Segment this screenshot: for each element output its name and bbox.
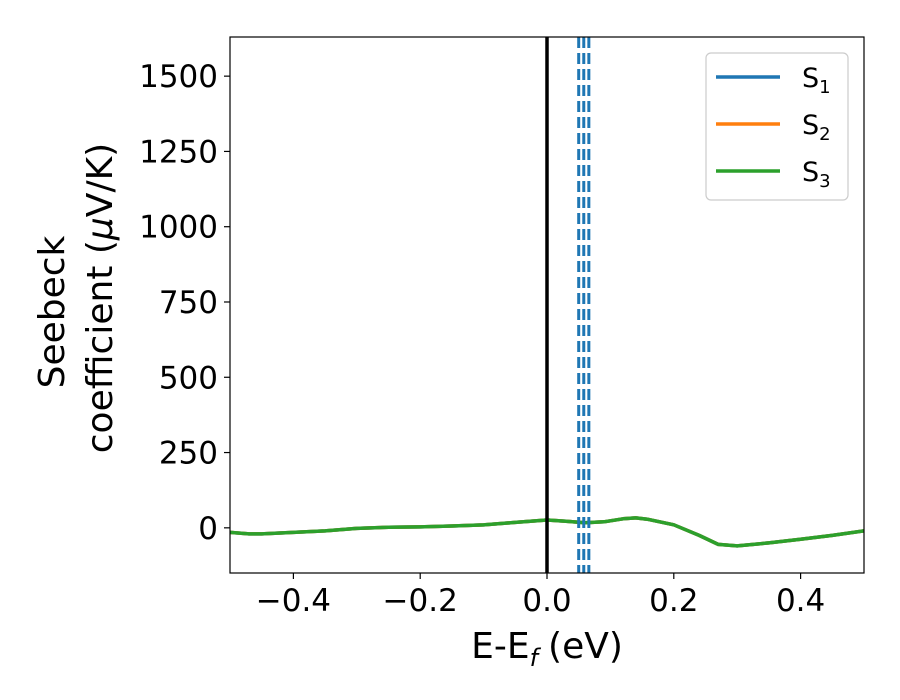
x-tick-label: −0.2 [383,583,458,619]
series-layer [230,516,864,548]
y-axis-label-unit: V/K) [80,143,121,217]
x-axis-label-sub: f [530,644,542,672]
legend-label-1: S1 [802,63,831,98]
y-tick-label: 1000 [139,210,218,246]
legend: S1 S2 S3 [705,52,849,201]
legend-box [705,52,849,201]
x-tick-label: 0.0 [522,583,571,619]
y-tick-label: 1500 [139,59,218,95]
x-tick-label: 0.4 [776,583,825,619]
x-tick-label: 0.2 [649,583,698,619]
x-ticks: −0.4 −0.2 0.0 0.2 0.4 [256,573,825,619]
y-tick-label: 0 [198,511,218,547]
y-tick-label: 750 [159,285,218,321]
plot-area [229,36,865,574]
legend-label-2: S2 [802,110,831,145]
series-line-3 [230,516,864,548]
vertical-lines-layer [545,37,591,573]
y-tick-label: 250 [159,436,218,472]
y-tick-label: 1250 [139,134,218,170]
y-axis-label-text: coefficient ( [80,240,121,453]
x-tick-label: −0.4 [256,583,331,619]
legend-entries: S1 S2 S3 [716,63,831,192]
x-axis-label: E-Ef (eV) [471,626,623,672]
y-axis-label-mu: μ [80,217,121,241]
y-axis-label-line2: coefficient (μV/K) [80,143,121,453]
y-ticks: 0 250 500 750 1000 1250 1500 [139,59,230,547]
x-axis-label-unit: (eV) [548,626,623,667]
y-axis-label-line1: Seebeck [32,235,73,388]
y-tick-label: 500 [159,360,218,396]
legend-label-3: S3 [802,157,831,192]
x-axis-label-main: E-E [471,626,529,667]
